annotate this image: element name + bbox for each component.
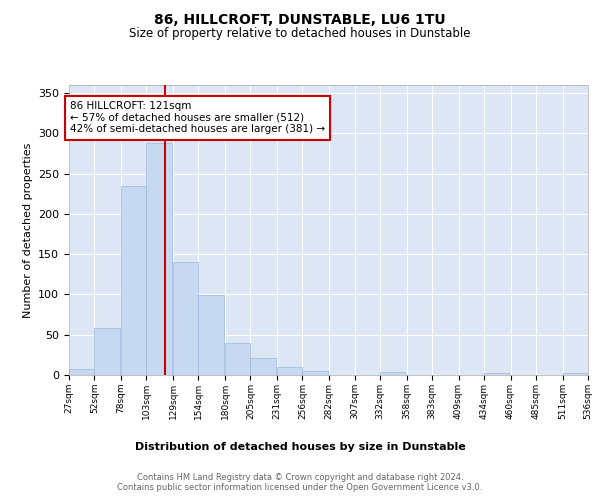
Bar bbox=[302, 371, 328, 375]
Text: 86 HILLCROFT: 121sqm
← 57% of detached houses are smaller (512)
42% of semi-deta: 86 HILLCROFT: 121sqm ← 57% of detached h… bbox=[70, 101, 325, 134]
Bar bbox=[484, 374, 509, 375]
Bar bbox=[146, 143, 172, 375]
Bar bbox=[173, 262, 199, 375]
Bar bbox=[563, 372, 588, 375]
Text: Size of property relative to detached houses in Dunstable: Size of property relative to detached ho… bbox=[129, 28, 471, 40]
Bar bbox=[121, 186, 146, 375]
Text: Distribution of detached houses by size in Dunstable: Distribution of detached houses by size … bbox=[134, 442, 466, 452]
Bar bbox=[380, 372, 406, 375]
Text: Contains HM Land Registry data © Crown copyright and database right 2024.
Contai: Contains HM Land Registry data © Crown c… bbox=[118, 472, 482, 492]
Bar bbox=[199, 295, 224, 375]
Bar bbox=[277, 367, 302, 375]
Bar bbox=[94, 328, 120, 375]
Text: 86, HILLCROFT, DUNSTABLE, LU6 1TU: 86, HILLCROFT, DUNSTABLE, LU6 1TU bbox=[154, 12, 446, 26]
Bar bbox=[250, 358, 276, 375]
Bar bbox=[69, 368, 94, 375]
Y-axis label: Number of detached properties: Number of detached properties bbox=[23, 142, 32, 318]
Bar bbox=[225, 343, 250, 375]
